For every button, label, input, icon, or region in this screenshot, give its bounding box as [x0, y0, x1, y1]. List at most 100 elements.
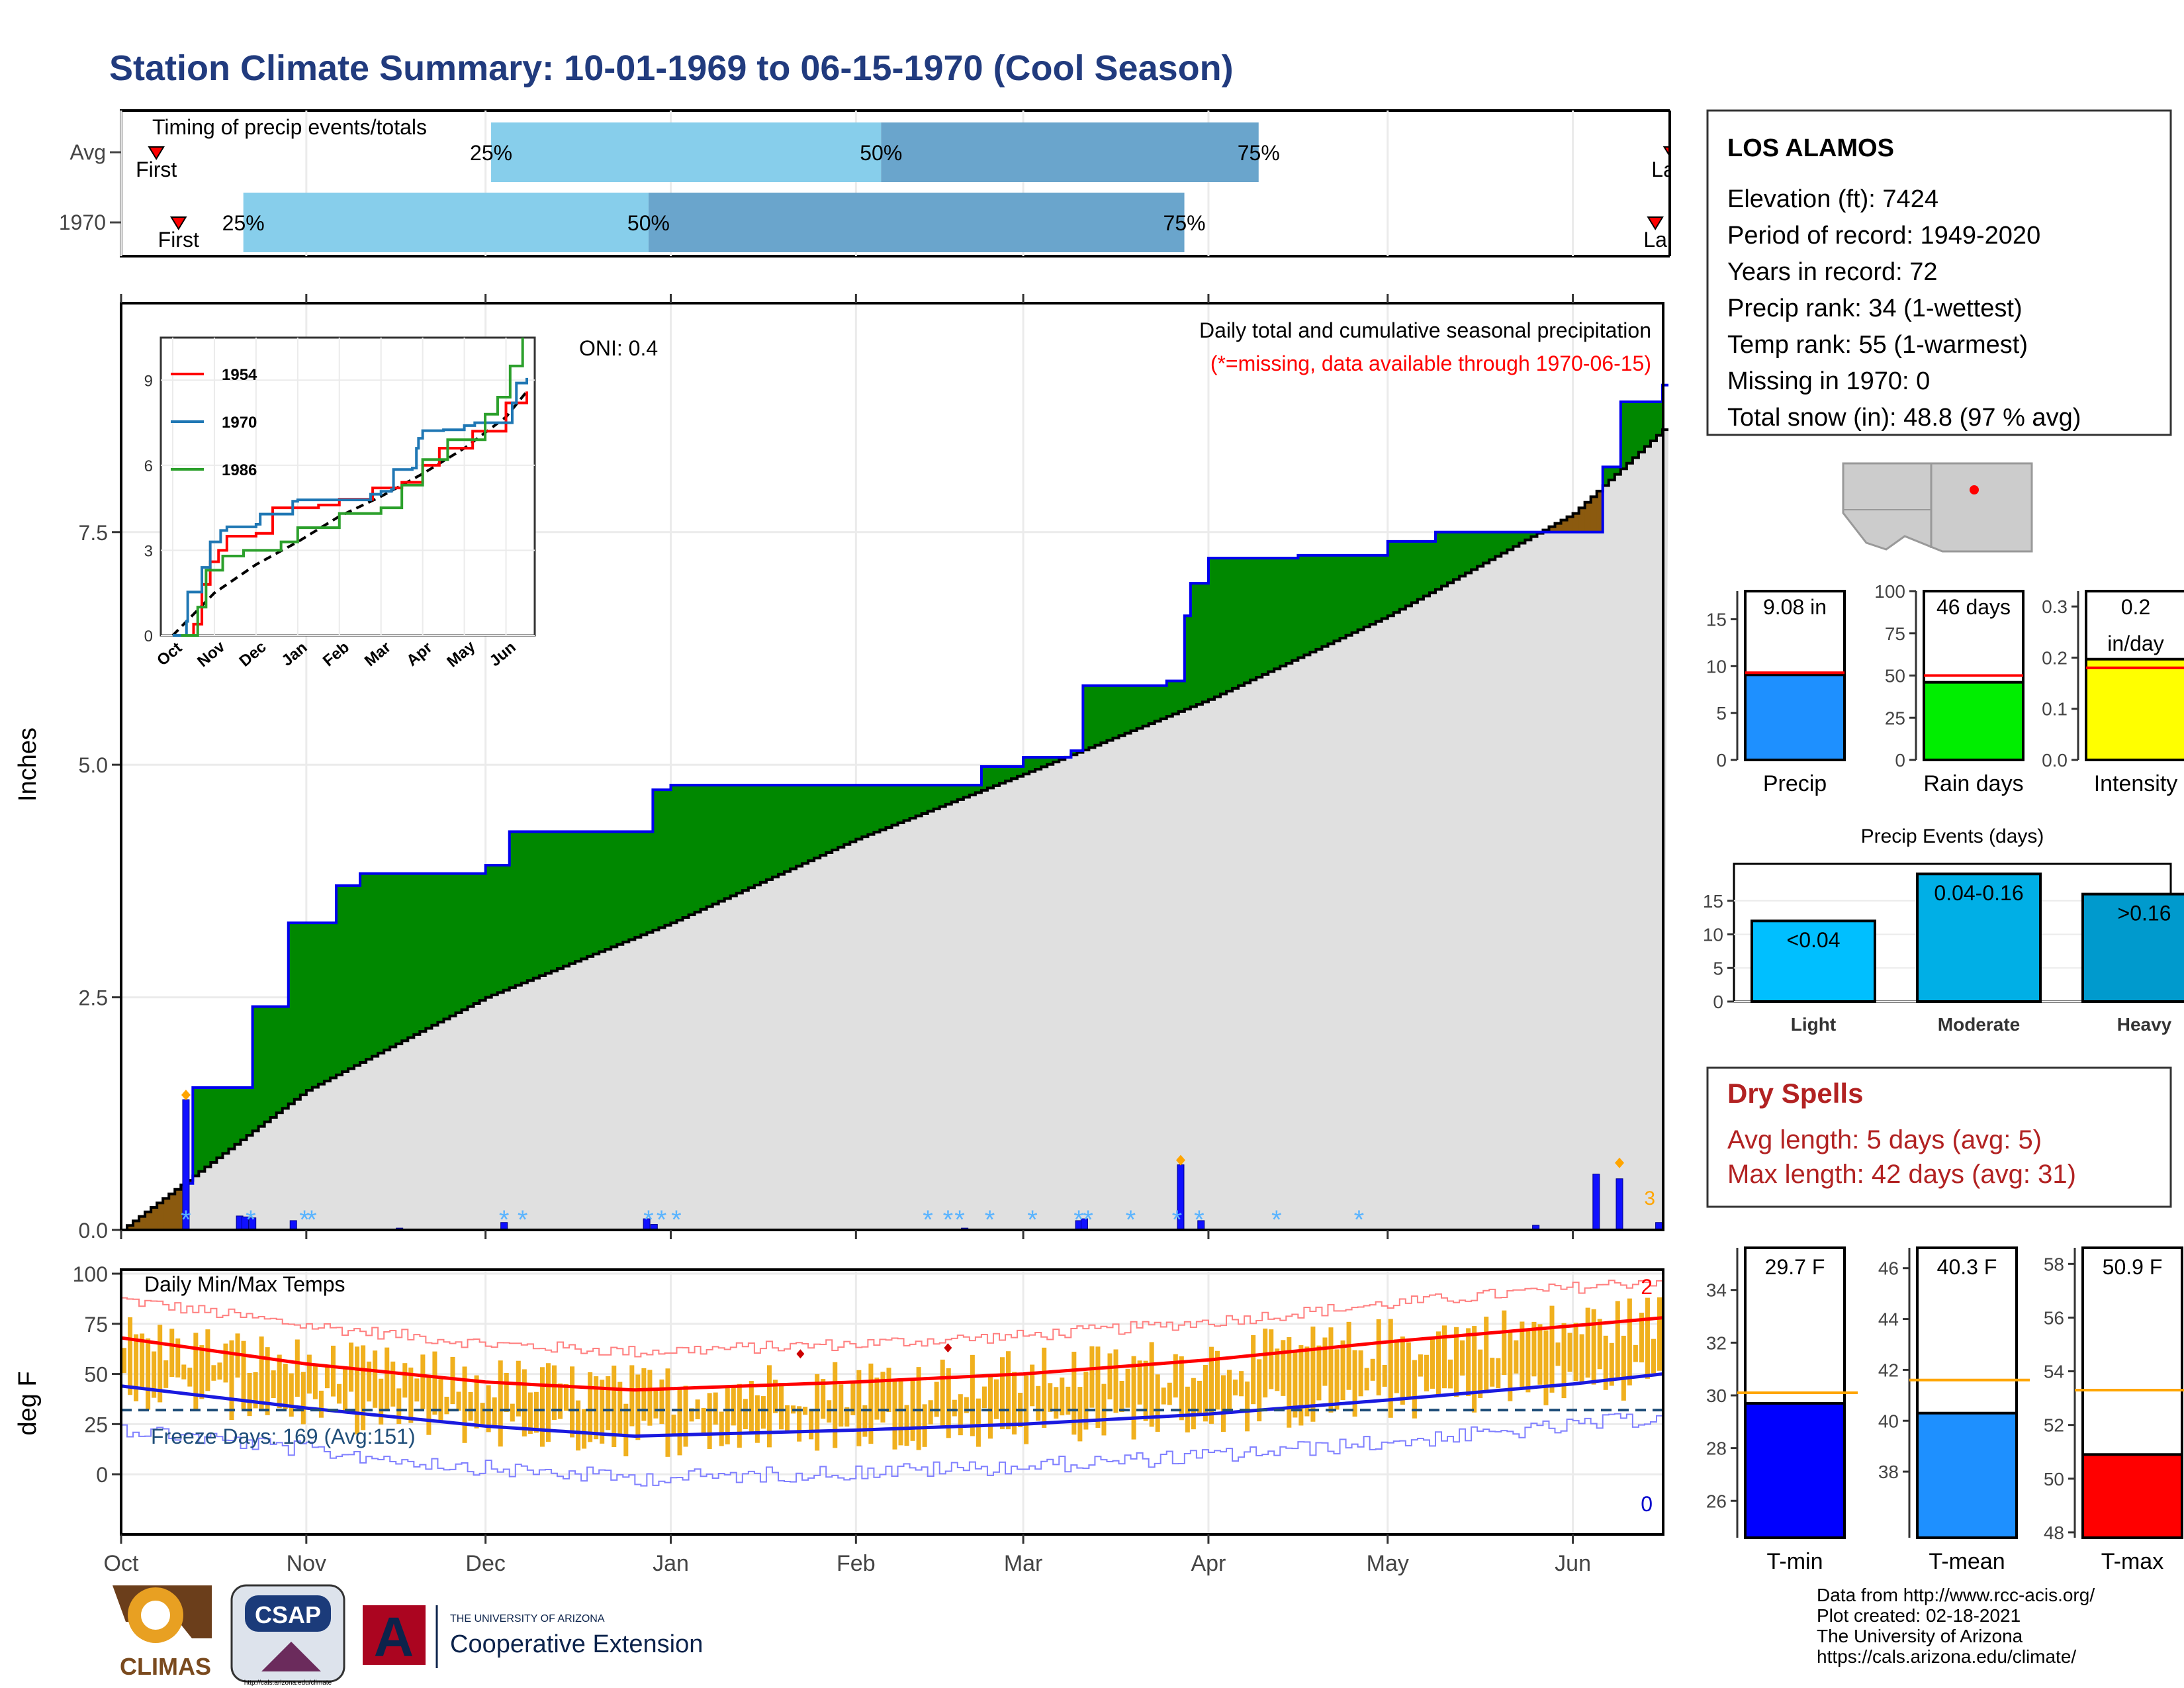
above-average-fill [664, 790, 672, 925]
daily-temp-bar [815, 1374, 820, 1451]
above-average-fill [1608, 467, 1615, 481]
daily-temp-bar [1054, 1387, 1059, 1419]
daily-temp-bar [856, 1370, 862, 1446]
daily-temp-bar [934, 1382, 939, 1417]
locator-map [1842, 462, 2033, 553]
daily-temp-bar [1287, 1336, 1292, 1428]
quartile-bar-high [648, 193, 1185, 252]
station-frame [1706, 109, 2172, 436]
above-average-fill [802, 785, 809, 864]
ua-logo-big: Cooperative Extension [450, 1630, 703, 1658]
above-average-fill [1393, 541, 1400, 613]
above-average-fill [1417, 541, 1424, 600]
above-average-fill [455, 873, 463, 1013]
summary-unit-label: in/day [2107, 632, 2163, 655]
daily-temp-bar [617, 1382, 623, 1436]
above-average-fill [1089, 685, 1096, 748]
above-average-fill [1489, 532, 1496, 560]
daily-temp-bar [1137, 1360, 1142, 1405]
daily-temp-bar [1490, 1358, 1495, 1387]
above-average-fill [473, 873, 480, 1004]
main-ytick-label: 2.5 [79, 986, 108, 1010]
daily-temp-bar [970, 1354, 975, 1436]
above-average-fill [999, 767, 1006, 784]
daily-temp-bar [1257, 1359, 1262, 1422]
month-label: Nov [287, 1551, 326, 1576]
events-tick-label: 5 [1713, 958, 1723, 978]
above-average-fill [1226, 558, 1233, 692]
dry-avg: Avg length: 5 days (avg: 5) [1727, 1125, 2042, 1154]
daily-temp-bar [886, 1368, 891, 1413]
above-average-fill [1381, 555, 1388, 619]
daily-temp-bar [355, 1346, 360, 1434]
above-average-fill [1172, 680, 1179, 714]
daily-temp-bar [600, 1380, 605, 1444]
temp-summary-tick-label: 40 [1878, 1411, 1899, 1431]
above-average-fill [306, 923, 313, 1091]
above-average-fill [521, 831, 528, 983]
main-frame [120, 302, 1664, 1231]
daily-temp-bar [1394, 1339, 1399, 1393]
above-average-fill [694, 785, 702, 912]
daily-temp-bar [1125, 1368, 1130, 1408]
daily-temp-bar [1239, 1371, 1244, 1397]
csap-logo-url: http://cals.arizona.edu/climate [244, 1679, 332, 1687]
ua-logo-letter: A [374, 1606, 414, 1668]
above-average-fill [581, 831, 588, 959]
above-average-fill [491, 865, 498, 995]
daily-temp-bar [1543, 1330, 1549, 1405]
below-average-fill [1549, 526, 1556, 532]
above-average-fill [276, 1006, 283, 1113]
above-average-fill [766, 785, 773, 880]
daily-temp-bar [898, 1378, 903, 1446]
month-label: Apr [1191, 1551, 1226, 1576]
daily-temp-bar [1508, 1332, 1513, 1401]
daily-temp-bar [778, 1383, 784, 1430]
above-average-fill [963, 785, 970, 798]
above-average-fill [772, 785, 779, 877]
temp-bar-2: 48 50 52 54 56 58 50.9 F T-max [2044, 1246, 2184, 1574]
daily-temp-bar [474, 1375, 479, 1429]
q25-label: 25% [470, 141, 512, 165]
timing-row-label: Avg [69, 140, 106, 164]
station-box: LOS ALAMOS Elevation (ft): 7424 Period of … [1706, 109, 2172, 436]
daily-temp-bar [850, 1382, 856, 1415]
above-average-fill [366, 873, 373, 1060]
snow-marker: * [657, 1205, 667, 1235]
temp-summary-tick-label: 50 [2044, 1469, 2064, 1489]
daily-temp-bar [922, 1404, 927, 1447]
temp-summary-tick-label: 28 [1706, 1438, 1727, 1459]
above-average-fill [1375, 555, 1383, 622]
above-average-fill [1286, 558, 1293, 663]
above-average-fill [880, 785, 887, 830]
daily-temp-bar [1645, 1297, 1650, 1379]
temp-ylabel: deg F [14, 1371, 42, 1435]
daily-temp-bar [181, 1364, 187, 1380]
above-average-fill [1136, 685, 1144, 729]
above-average-fill [551, 831, 558, 971]
inset-legend-label: 1954 [222, 366, 257, 384]
daily-temp-bar [981, 1386, 987, 1409]
q75-label: 75% [1163, 211, 1206, 235]
above-average-fill [1620, 401, 1627, 469]
daily-temp-bar [594, 1376, 599, 1440]
daily-temp-bar [1621, 1335, 1626, 1401]
daily-temp-bar [241, 1340, 246, 1409]
daily-temp-bar [480, 1403, 485, 1425]
daily-temp-bar [1555, 1342, 1561, 1366]
summary-tick-label: 0 [1895, 750, 1905, 771]
daily-temp-bar [1131, 1356, 1136, 1440]
daily-temp-bar [1573, 1323, 1578, 1382]
snow-marker: * [1354, 1205, 1365, 1235]
daily-temp-bar [1012, 1372, 1017, 1435]
footer-line: Data from http://www.rcc-acis.org/ [1817, 1585, 2095, 1605]
inset-1986-line [181, 338, 524, 637]
above-average-fill [1387, 541, 1394, 616]
below-average-fill [175, 1189, 181, 1230]
above-average-fill [1465, 532, 1472, 573]
daily-temp-bar [1197, 1380, 1202, 1414]
above-average-fill [1035, 757, 1042, 769]
above-average-fill [1118, 685, 1126, 736]
above-average-fill [1304, 555, 1310, 655]
daily-temp-bar [999, 1357, 1005, 1430]
